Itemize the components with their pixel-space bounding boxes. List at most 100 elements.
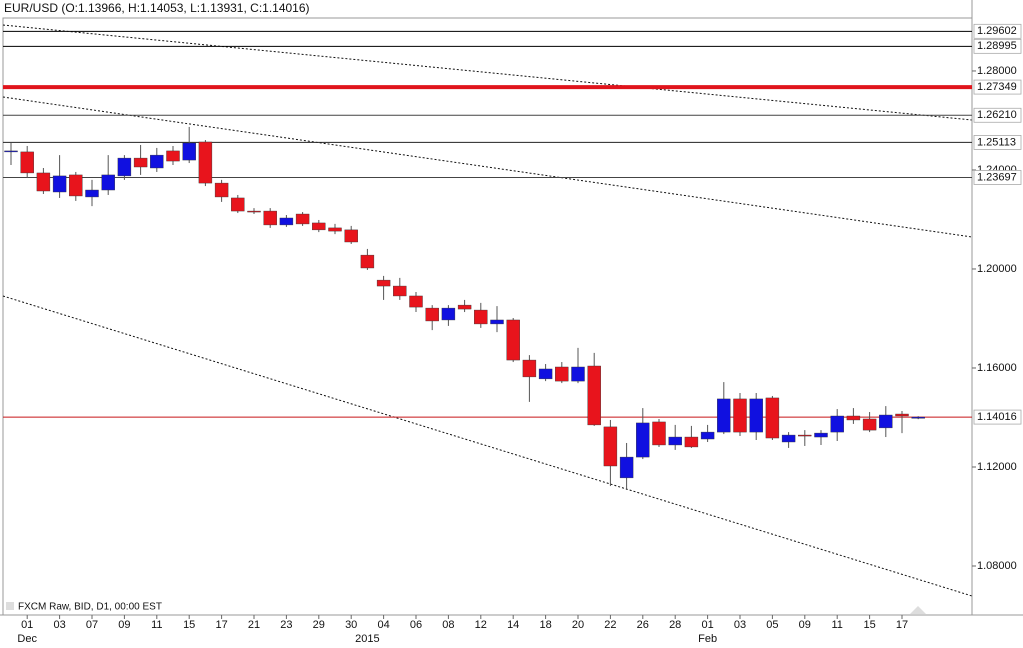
candle-body <box>263 210 277 226</box>
period-label: Dec <box>17 633 37 645</box>
candle-body <box>895 413 909 417</box>
candle-body <box>101 174 115 191</box>
candle-body <box>214 182 229 198</box>
candle-body <box>700 431 715 440</box>
price-label-box <box>973 107 1022 123</box>
candle-body <box>52 175 67 193</box>
candle-body <box>555 366 569 382</box>
y-tick-label: 1.12000 <box>977 461 1017 473</box>
candle-body <box>587 365 601 426</box>
candle-body <box>425 307 439 322</box>
x-tick-label: 07 <box>86 619 98 631</box>
price-label: 1.23697 <box>977 171 1017 183</box>
x-tick-label: 09 <box>799 619 811 631</box>
x-tick-label: 23 <box>280 619 292 631</box>
candle-body <box>231 197 245 212</box>
candle-body <box>133 157 148 168</box>
candle-body <box>830 415 844 433</box>
x-tick-label: 29 <box>313 619 325 631</box>
candle-body <box>619 456 634 479</box>
candle-body <box>717 398 731 433</box>
candle-body <box>295 213 310 225</box>
y-tick-label: 1.20000 <box>977 263 1017 275</box>
x-tick-label: 17 <box>215 619 227 631</box>
x-tick-label: 22 <box>604 619 616 631</box>
x-tick-label: 05 <box>766 619 778 631</box>
x-tick-label: 11 <box>151 619 162 631</box>
x-tick-label: 14 <box>507 619 519 631</box>
candle-body <box>457 304 472 310</box>
x-tick-label: 03 <box>734 619 746 631</box>
candle-body <box>85 189 99 198</box>
candle-body <box>117 157 132 177</box>
x-tick-label: 01 <box>701 619 713 631</box>
x-tick-label: 09 <box>118 619 130 631</box>
candle-body <box>20 151 34 174</box>
trend-line <box>2 295 973 597</box>
candle-body <box>733 398 747 433</box>
candle-body <box>668 436 682 446</box>
x-tick-label: 08 <box>442 619 454 631</box>
price-label-box <box>973 38 1022 54</box>
trend-line <box>2 96 973 238</box>
candles <box>4 126 925 491</box>
x-tick-label: 28 <box>669 619 681 631</box>
footer-icon <box>6 602 14 610</box>
x-tick-label: 15 <box>863 619 875 631</box>
x-tick-label: 18 <box>539 619 551 631</box>
candle-body <box>166 150 180 162</box>
candle-body <box>279 217 294 226</box>
x-tick-label: 21 <box>248 619 260 631</box>
candle-body <box>150 154 164 169</box>
x-tick-label: 15 <box>183 619 195 631</box>
candle-body <box>474 309 488 325</box>
trend-lines <box>2 24 973 597</box>
candle-body <box>522 359 537 378</box>
y-tick-label: 1.08000 <box>977 560 1017 572</box>
price-label-box <box>973 135 1022 150</box>
chart-subtitle: FXCM Raw, BID, D1, 00:00 EST <box>18 602 162 613</box>
candle-body <box>4 150 18 153</box>
candle-body <box>441 307 456 321</box>
x-tick-label: 11 <box>831 619 842 631</box>
candle-body <box>247 210 261 213</box>
period-label: Feb <box>698 633 717 645</box>
candle-body <box>879 414 893 429</box>
x-tick-label: 01 <box>21 619 33 631</box>
candle-body <box>571 366 585 382</box>
candle-body <box>36 172 51 192</box>
x-tick-label: 06 <box>410 619 422 631</box>
candle-body <box>312 222 326 231</box>
candle-body <box>684 436 699 448</box>
candle-body <box>538 368 553 380</box>
candle-body <box>490 319 504 325</box>
candle-body <box>781 434 796 443</box>
candle-body <box>862 418 877 431</box>
price-label-box <box>973 409 1022 425</box>
candle-body <box>749 398 763 433</box>
price-label: 1.28995 <box>977 40 1017 52</box>
candle-body <box>911 416 925 419</box>
x-tick-label: 30 <box>345 619 357 631</box>
candle-body <box>198 141 213 184</box>
price-label: 1.27349 <box>977 81 1017 93</box>
candle-body <box>846 415 861 421</box>
price-label: 1.14016 <box>977 411 1017 423</box>
price-label-box <box>973 79 1022 95</box>
candle-body <box>814 432 828 438</box>
candle-body <box>765 397 780 439</box>
candle-body <box>652 421 666 446</box>
period-label: 2015 <box>355 633 379 645</box>
candle-body <box>344 229 358 243</box>
candle-body <box>376 279 391 287</box>
candle-body <box>393 285 407 297</box>
x-tick-label: 03 <box>53 619 65 631</box>
candle-body <box>69 174 83 197</box>
candle-body <box>360 254 375 269</box>
x-tick-label: 20 <box>572 619 584 631</box>
y-tick-label: 1.28000 <box>977 65 1017 77</box>
candle-body <box>409 295 423 308</box>
candle-body <box>182 142 196 161</box>
price-label-box <box>973 170 1022 185</box>
